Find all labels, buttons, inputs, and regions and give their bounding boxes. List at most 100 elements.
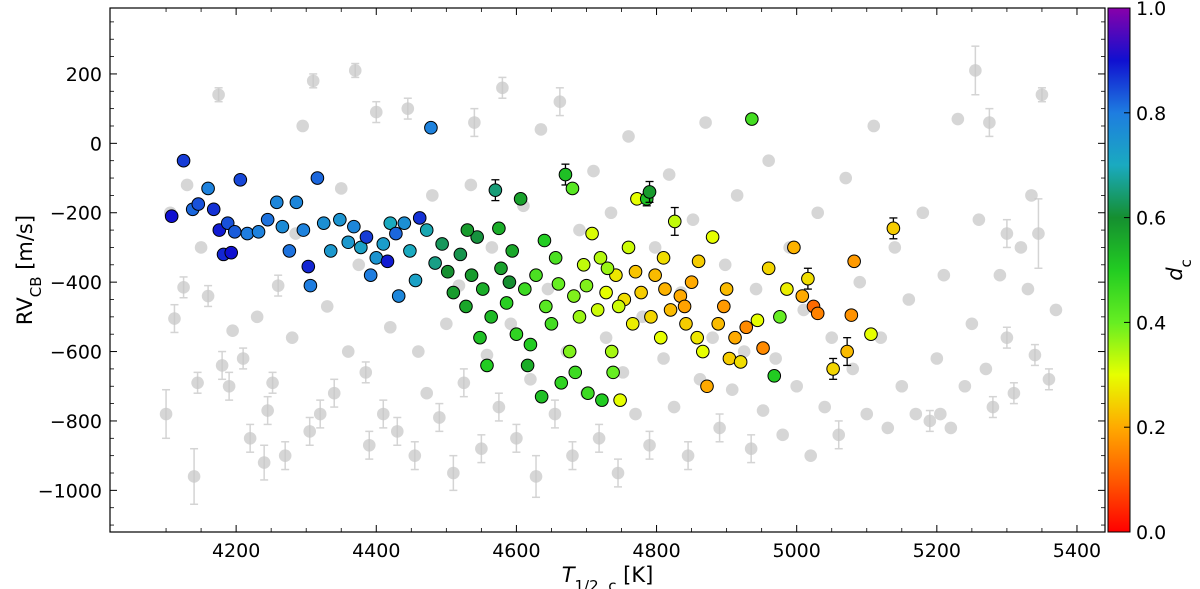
background-point xyxy=(699,116,712,129)
y-tick-label: −200 xyxy=(50,203,102,225)
background-point xyxy=(426,189,439,202)
background-point xyxy=(362,438,376,452)
colorbar-gradient xyxy=(1107,7,1131,533)
background-point xyxy=(790,379,803,393)
background-point xyxy=(604,206,618,220)
background-point xyxy=(201,289,215,303)
background-point xyxy=(776,428,789,442)
y-tick-label: 0 xyxy=(90,133,102,155)
background-point xyxy=(492,400,506,414)
background-point xyxy=(616,366,630,379)
data-point xyxy=(840,344,854,359)
data-point xyxy=(767,369,782,383)
data-point xyxy=(518,282,532,296)
data-point xyxy=(502,275,517,289)
data-point xyxy=(224,245,239,260)
background-point xyxy=(587,164,600,178)
background-point xyxy=(983,116,996,129)
background-point xyxy=(599,331,613,344)
data-point xyxy=(537,233,552,248)
background-point xyxy=(706,331,719,344)
background-point xyxy=(390,425,404,438)
background-point xyxy=(804,449,818,462)
data-point xyxy=(745,112,759,126)
background-point xyxy=(191,376,204,390)
background-point xyxy=(215,359,229,372)
background-point xyxy=(737,345,751,358)
background-point xyxy=(713,421,726,435)
data-point xyxy=(369,251,384,265)
data-point xyxy=(864,327,878,341)
data-point xyxy=(761,261,776,276)
background-point xyxy=(261,404,274,417)
data-point xyxy=(227,225,242,239)
data-point xyxy=(750,313,765,328)
background-point xyxy=(159,407,173,421)
colored-points-layer xyxy=(164,112,901,407)
x-tick-label: 5000 xyxy=(773,540,821,562)
background-point xyxy=(1000,331,1014,344)
data-point xyxy=(164,209,179,224)
background-point xyxy=(285,331,299,344)
data-point xyxy=(562,344,577,359)
colorbar-label: dc xyxy=(1163,259,1195,281)
data-point xyxy=(717,299,731,314)
background-point xyxy=(718,258,732,272)
y-axis-label-main: RV xyxy=(13,297,37,325)
colorbar-tick-label: 0.6 xyxy=(1136,208,1166,230)
data-point xyxy=(628,264,643,279)
x-axis-label-unit: [K] xyxy=(616,563,653,587)
data-point xyxy=(581,386,595,400)
background-point xyxy=(686,213,700,226)
data-point xyxy=(690,330,704,345)
data-point xyxy=(296,223,311,237)
background-point xyxy=(1035,88,1049,102)
data-point xyxy=(206,202,221,217)
background-point xyxy=(327,386,341,400)
background-point xyxy=(881,421,895,435)
background-point xyxy=(629,407,642,421)
data-point xyxy=(642,185,657,199)
data-point xyxy=(509,327,524,341)
data-point xyxy=(475,282,490,296)
data-point xyxy=(728,330,742,345)
data-point xyxy=(359,230,374,244)
background-point xyxy=(860,407,874,421)
data-point xyxy=(446,285,461,300)
background-point xyxy=(334,182,348,195)
data-point xyxy=(886,221,901,236)
x-axis-label: T1/2, c [K] xyxy=(562,563,654,589)
background-point xyxy=(909,407,923,421)
colorbar: 0.0 0.2 0.4 0.6 0.8 1.0 dc xyxy=(1107,0,1195,544)
background-point xyxy=(475,442,488,456)
background-point xyxy=(867,119,881,133)
background-point xyxy=(744,442,758,456)
y-axis: −1000 −800 −600 −400 −200 0 200 xyxy=(38,21,1105,526)
background-point xyxy=(888,241,902,254)
background-point xyxy=(266,376,279,390)
data-point xyxy=(558,167,573,182)
background-point xyxy=(226,324,239,338)
background-point xyxy=(916,206,930,220)
background-point xyxy=(303,425,317,438)
background-point xyxy=(306,74,320,88)
background-point xyxy=(433,411,446,424)
background-point xyxy=(958,379,972,393)
background-point xyxy=(681,449,695,462)
colorbar-ticks: 0.0 0.2 0.4 0.6 0.8 1.0 xyxy=(1124,0,1166,544)
data-point xyxy=(844,308,859,322)
background-point xyxy=(811,206,825,220)
background-point xyxy=(496,81,509,95)
y-tick-label: −1000 xyxy=(38,480,102,502)
x-axis-label-sub: 1/2, c xyxy=(575,577,617,589)
data-point xyxy=(269,195,284,210)
data-point xyxy=(428,256,442,270)
data-point xyxy=(795,289,810,303)
data-point xyxy=(488,183,503,197)
data-point xyxy=(440,264,455,279)
data-point xyxy=(677,299,692,314)
data-point xyxy=(599,285,613,300)
background-point xyxy=(296,119,309,133)
data-point xyxy=(301,259,316,274)
data-point xyxy=(341,235,356,250)
